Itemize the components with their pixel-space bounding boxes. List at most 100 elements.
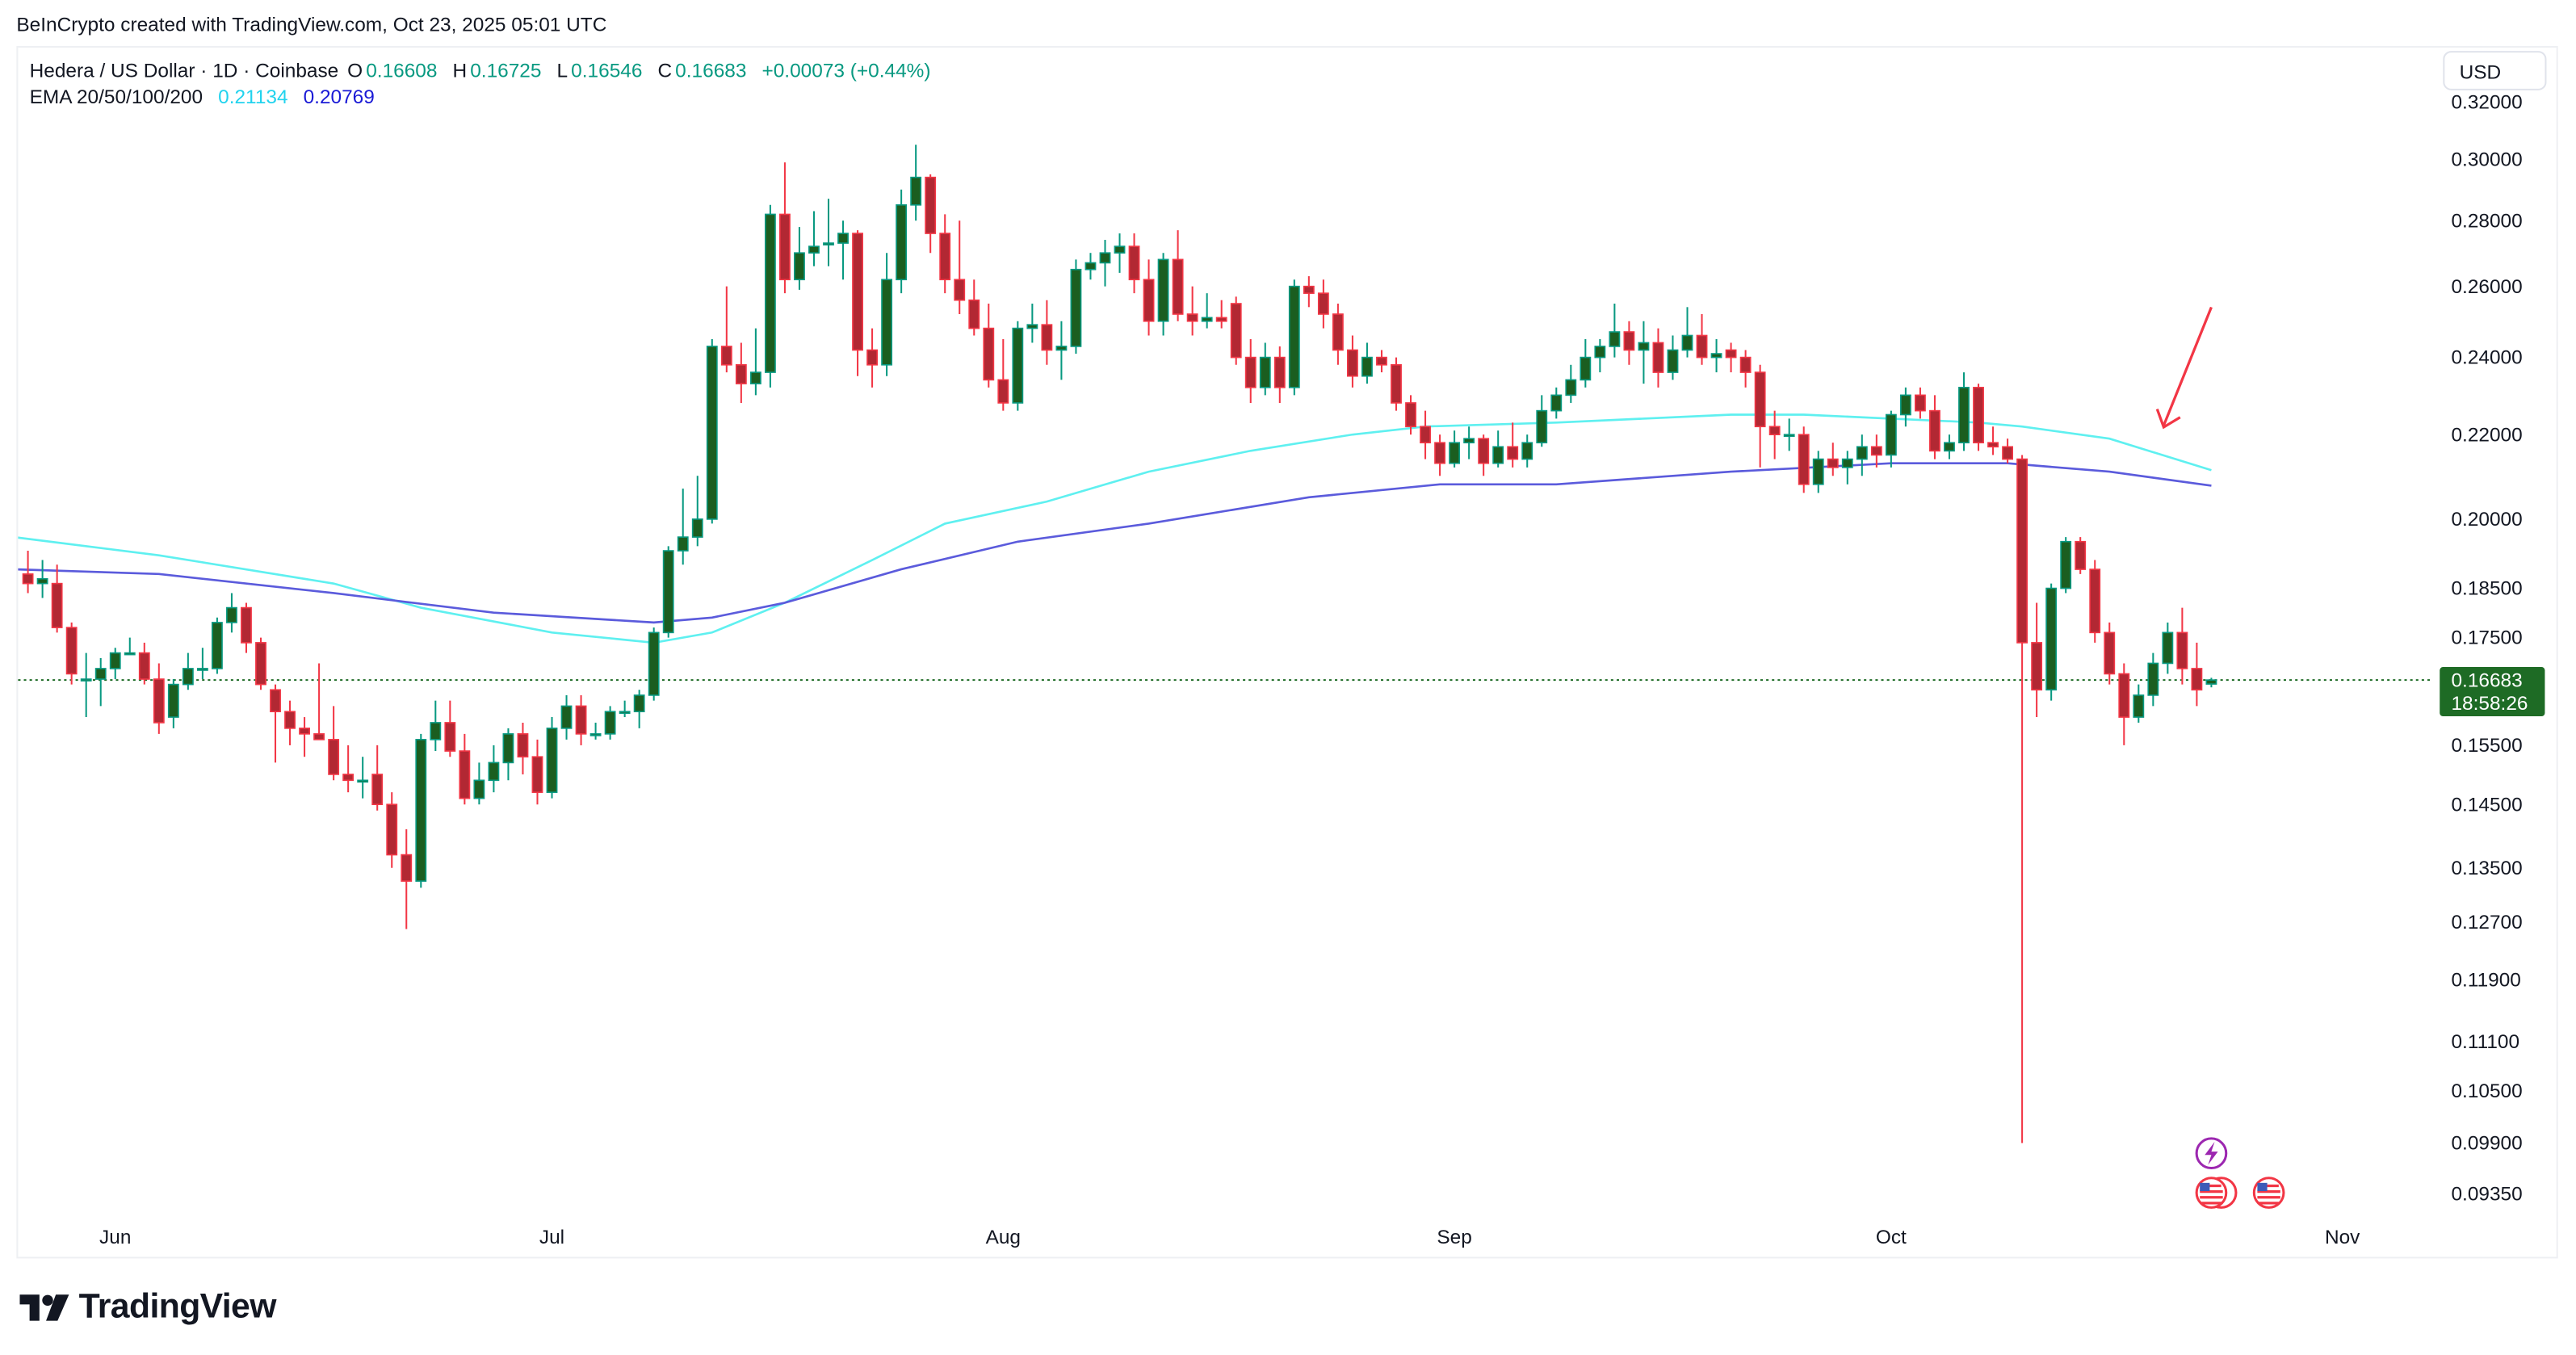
candle-body: [866, 349, 878, 366]
candle: [1288, 279, 1300, 396]
candle-body: [1288, 285, 1300, 388]
candle-body: [502, 733, 514, 764]
candle: [604, 706, 616, 740]
price-tick-label: 0.14500: [2451, 794, 2522, 816]
candle-body: [1739, 356, 1752, 373]
candle-body: [1623, 331, 1635, 351]
symbol-title[interactable]: Hedera / US Dollar · 1D · Coinbase: [29, 59, 339, 82]
time-tick-label: Jul: [539, 1227, 564, 1248]
candle: [823, 199, 834, 266]
candle: [735, 342, 747, 403]
candle-body: [954, 279, 966, 301]
candle: [1783, 418, 1795, 451]
event-lightning-icon[interactable]: [2195, 1137, 2228, 1170]
candle: [1273, 346, 1286, 403]
ema-row: EMA 20/50/100/200 0.21134 0.20769: [30, 84, 934, 111]
time-tick-label: Aug: [986, 1227, 1021, 1248]
candle-body: [1536, 409, 1548, 444]
candle-body: [1929, 409, 1940, 452]
candle-body: [459, 750, 471, 799]
candle-body: [546, 728, 558, 793]
candle-body: [1580, 356, 1592, 381]
candle: [1012, 321, 1024, 411]
candle-body: [2162, 631, 2174, 665]
candle-body: [1841, 458, 1853, 468]
candle: [706, 338, 718, 524]
candle: [2162, 622, 2174, 674]
candle-body: [1391, 363, 1402, 404]
candle: [241, 602, 252, 653]
candle: [1944, 434, 1955, 459]
candle-body: [1026, 324, 1038, 329]
current-price-badge: 0.16683 18:58:26: [2440, 667, 2545, 717]
candle: [109, 648, 121, 680]
candle-body: [2104, 631, 2116, 675]
candle: [2075, 537, 2087, 574]
candle-body: [1463, 438, 1475, 444]
candle: [1856, 434, 1868, 476]
candle: [1958, 372, 1970, 451]
candle-body: [1550, 394, 1563, 412]
candle-body: [1944, 442, 1955, 452]
candle-body: [2176, 631, 2188, 669]
candle: [1870, 434, 1882, 468]
open-label: O: [347, 59, 363, 82]
price-axis[interactable]: 0.32000 0.30000 0.28000 0.26000 0.24000 0.220…: [2451, 92, 2522, 1206]
price-tick-label: 0.09900: [2451, 1133, 2522, 1155]
candle: [1725, 342, 1737, 373]
candle-body: [1870, 446, 1882, 456]
ema-label[interactable]: EMA 20/50/100/200: [29, 85, 203, 109]
candle: [196, 648, 208, 680]
candle: [51, 564, 63, 633]
us-flag-event-icon[interactable]: [2195, 1177, 2238, 1209]
candle-body: [270, 689, 281, 713]
candle: [1201, 293, 1213, 329]
candle: [852, 230, 863, 376]
candle-body: [896, 203, 908, 281]
candle-body: [153, 678, 165, 724]
candle-body: [1987, 442, 1999, 448]
candle-body: [1128, 245, 1140, 281]
candle-body: [241, 606, 252, 644]
ema-b-value: 0.20769: [303, 85, 375, 109]
candle-body: [386, 803, 398, 856]
price-tick-label: 0.15500: [2451, 735, 2522, 757]
time-axis[interactable]: Jun Jul Aug Sep Oct Nov: [99, 1227, 2360, 1248]
candle: [1361, 342, 1373, 384]
candle: [648, 627, 660, 701]
candle-body: [2045, 587, 2058, 691]
candle: [910, 145, 922, 221]
candle: [1609, 303, 1621, 358]
candle: [167, 679, 179, 728]
price-tick-label: 0.30000: [2451, 149, 2522, 171]
us-flag-event-icon[interactable]: [2252, 1177, 2285, 1209]
candle-body: [779, 213, 791, 281]
candle-body: [2089, 568, 2101, 634]
low-label: L: [556, 59, 568, 82]
candle-body: [1361, 356, 1373, 377]
candle: [1827, 443, 1839, 476]
candle-body: [677, 536, 689, 552]
candle: [2089, 560, 2101, 643]
candle-body: [575, 705, 587, 735]
currency-button[interactable]: USD: [2443, 51, 2547, 90]
open-value: 0.16608: [366, 59, 438, 82]
candle-body: [939, 233, 951, 281]
candle-body: [1347, 349, 1358, 377]
red-arrow-annotation[interactable]: [2155, 306, 2213, 430]
candle: [502, 728, 514, 781]
candle-body: [910, 176, 922, 206]
candle: [677, 489, 689, 565]
candle-body: [444, 722, 456, 752]
candle-body: [167, 683, 179, 718]
candle-body: [1667, 349, 1679, 373]
candle-body: [1143, 279, 1155, 322]
candle: [881, 253, 893, 376]
candle: [1128, 233, 1140, 294]
candle: [764, 204, 776, 388]
candle-body: [735, 363, 747, 384]
candle: [255, 637, 266, 690]
tradingview-logo[interactable]: TradingView: [19, 1288, 276, 1328]
candle-body: [2060, 540, 2072, 589]
